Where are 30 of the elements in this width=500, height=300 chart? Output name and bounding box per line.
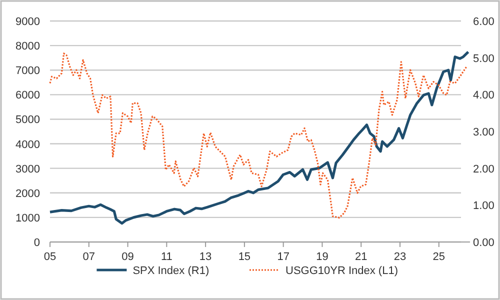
y-tick-label: 3000 <box>16 163 40 176</box>
x-tick-label: 07 <box>82 251 96 263</box>
y2-tick-label: 1.00 <box>473 200 494 212</box>
y2-tick-label: 2.00 <box>473 163 494 176</box>
y2-tick-label: 3.00 <box>473 126 494 138</box>
x-tick-label: 11 <box>160 251 172 263</box>
y2-tick-label: 5.00 <box>473 52 494 65</box>
y2-tick-label: 4.00 <box>473 90 494 102</box>
y-tick-label: 8000 <box>16 40 40 53</box>
y-tick-label: 5000 <box>16 114 40 126</box>
legend-label: USGG10YR Index (L1) <box>286 265 398 277</box>
legend-label: SPX Index (R1) <box>132 265 210 277</box>
y-tick-label: 6000 <box>16 90 40 102</box>
x-tick-label: 05 <box>44 251 56 263</box>
y-tick-label: 2000 <box>16 188 40 200</box>
x-tick-label: 23 <box>394 251 406 263</box>
x-tick-label: 09 <box>122 251 134 263</box>
y-tick-label: 0 <box>34 237 40 249</box>
x-tick-label: 21 <box>354 251 368 263</box>
x-tick-label: 13 <box>199 251 212 263</box>
x-tick-label: 17 <box>277 251 290 263</box>
y2-tick-label: 0.00 <box>473 237 494 249</box>
y-tick-label: 7000 <box>16 65 40 78</box>
y-tick-label: 9000 <box>16 16 40 28</box>
y-tick-label: 1000 <box>16 212 40 224</box>
y2-tick-label: 6.00 <box>473 16 494 28</box>
x-tick-label: 25 <box>432 251 446 263</box>
x-tick-label: 19 <box>316 251 328 263</box>
x-tick-label: 15 <box>238 251 251 263</box>
y-tick-label: 4000 <box>16 138 40 151</box>
